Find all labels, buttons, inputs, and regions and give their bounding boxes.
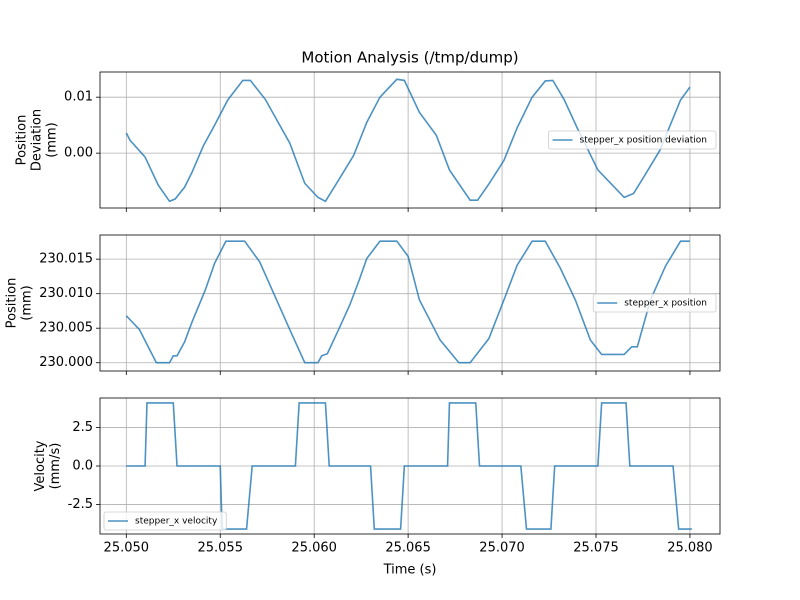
y-tick-label: 230.010 [39,286,93,301]
axes-frame [99,234,721,372]
data-line [125,78,691,203]
y-axis-label: (mm/s) [48,443,63,490]
x-tick-label: 25.075 [573,541,619,556]
y-tick-label: -2.5 [68,497,93,512]
x-tick-label: 25.060 [291,541,337,556]
x-tick-label: 25.065 [385,541,431,556]
x-tick-label: 25.050 [104,541,150,556]
x-tick-label: 25.055 [197,541,243,556]
y-tick-label: 0.0 [72,459,93,474]
legend-label: stepper_x position [624,299,707,309]
y-axis-label: Position [5,278,20,329]
y-axis-label: (mm) [20,285,35,320]
y-tick-label: 0.01 [64,90,93,105]
data-line [125,240,690,364]
y-axis-label: (mm) [45,122,60,157]
x-axis-label: Time (s) [383,563,437,578]
legend: stepper_x velocity [103,511,227,531]
y-axis-label: Velocity [33,440,48,491]
y-axis-label: Deviation [30,109,45,171]
data-line [126,402,692,530]
legend-box [592,293,717,313]
axes-frame [99,397,721,535]
y-tick-label: 2.5 [72,420,93,435]
x-tick-label: 25.070 [479,541,525,556]
legend-box [103,511,227,531]
legend-box [548,130,717,150]
y-tick-label: 230.005 [39,321,93,336]
x-tick-label: 25.080 [667,541,713,556]
chart-title: Motion Analysis (/tmp/dump) [301,49,518,67]
y-axis-label: Position [15,115,30,166]
legend: stepper_x position deviation [548,130,717,150]
axes-frame [99,71,721,209]
legend-label: stepper_x velocity [135,517,218,527]
y-tick-label: 230.000 [39,355,93,370]
y-tick-label: 0.00 [64,146,93,161]
y-tick-label: 230.015 [39,252,93,267]
legend: stepper_x position [592,293,717,313]
legend-label: stepper_x position deviation [580,136,707,146]
